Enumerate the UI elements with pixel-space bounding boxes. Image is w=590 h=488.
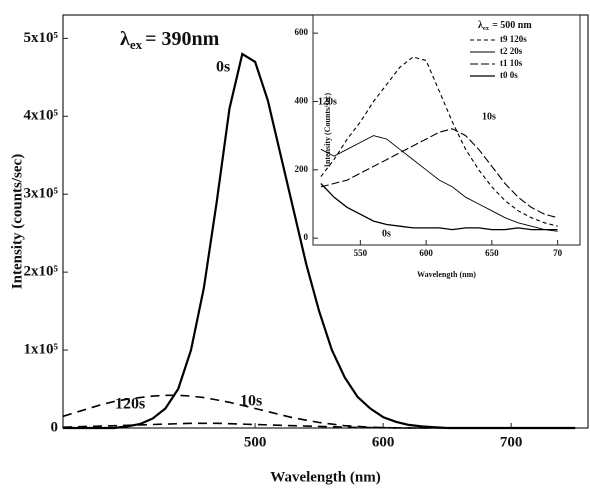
text-part: = 500 nm bbox=[492, 20, 532, 31]
annotation: λex = 390nm bbox=[120, 28, 220, 52]
y-tick-label: 600 bbox=[295, 27, 309, 37]
text-part: ex bbox=[130, 37, 143, 52]
legend-label: t2 20s bbox=[500, 46, 523, 56]
annotation: 10s bbox=[240, 393, 262, 410]
text-part: = 390nm bbox=[145, 28, 220, 50]
x-tick-label: 600 bbox=[372, 434, 395, 450]
y-axis-title: Intensity (counts/sec) bbox=[9, 154, 25, 289]
series-line bbox=[320, 56, 558, 227]
series-group bbox=[62, 52, 576, 430]
x-tick-label: 600 bbox=[419, 248, 433, 258]
series-line bbox=[320, 135, 558, 232]
annotation: 0s bbox=[382, 228, 391, 239]
x-tick-label: 700 bbox=[500, 434, 523, 450]
text-part: λ bbox=[478, 20, 483, 31]
x-tick-label: 550 bbox=[354, 248, 368, 258]
annotation: λex = 500 nm bbox=[478, 20, 532, 32]
y-tick-label: 4x10⁵ bbox=[24, 108, 59, 124]
legend-label: t0 0s bbox=[500, 70, 518, 80]
y-tick-label: 400 bbox=[295, 96, 309, 106]
x-tick-label: 70 bbox=[553, 248, 563, 258]
text-part: ex bbox=[483, 25, 490, 32]
y-tick-label: 0 bbox=[304, 232, 309, 242]
series-line bbox=[62, 394, 576, 429]
x-axis-title: Wavelength (nm) bbox=[417, 270, 476, 279]
annotation: 120s bbox=[115, 396, 145, 413]
y-tick-label: 1x10⁵ bbox=[24, 342, 59, 358]
x-tick-label: 650 bbox=[485, 248, 499, 258]
plot: 0 200 400 600 550 600 650 70 Wavelength (nm) Inte… bbox=[295, 14, 581, 279]
y-tick-label: 3x10⁵ bbox=[24, 186, 59, 202]
legend-label: t9 120s bbox=[500, 34, 527, 44]
x-axis-title: Wavelength (nm) bbox=[270, 469, 380, 485]
y-tick-label: 0 bbox=[51, 419, 59, 435]
series-line bbox=[62, 422, 576, 429]
series-line bbox=[320, 183, 558, 231]
annotation: 10s bbox=[482, 111, 496, 122]
annotation: 0s bbox=[216, 59, 230, 76]
y-tick-label: 200 bbox=[295, 164, 309, 174]
legend-label: t1 10s bbox=[500, 58, 523, 68]
annotation: 120s bbox=[318, 96, 337, 107]
y-axis-title: Intensity (Counts/sec) bbox=[323, 92, 332, 167]
y-tick-label: 2x10⁵ bbox=[24, 264, 59, 280]
series-group bbox=[320, 56, 558, 232]
x-tick-label: 500 bbox=[244, 434, 267, 450]
y-tick-label: 5x10⁵ bbox=[24, 30, 59, 46]
text-part: λ bbox=[120, 28, 130, 50]
